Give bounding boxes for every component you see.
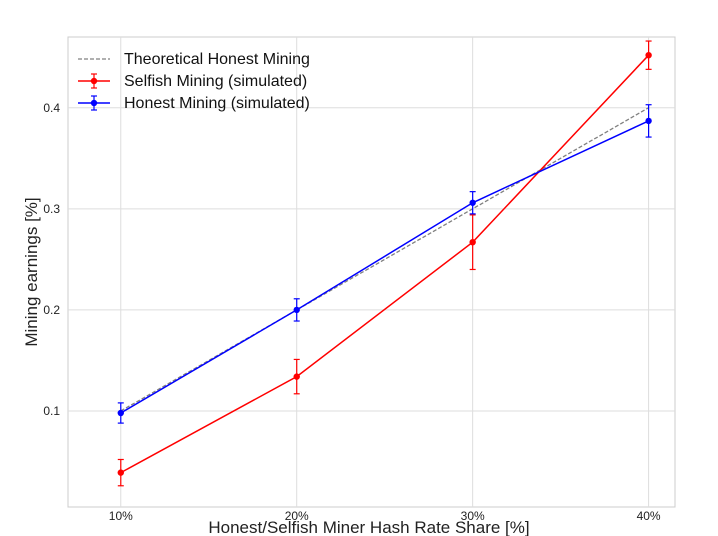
series-2	[117, 104, 652, 424]
y-tick-label: 0.4	[43, 101, 60, 115]
legend-marker	[90, 77, 98, 85]
legend-label: Selfish Mining (simulated)	[124, 73, 307, 90]
y-tick-label: 0.2	[43, 303, 60, 317]
legend-entry: Honest Mining (simulated)	[78, 95, 310, 112]
legend-marker	[90, 99, 98, 107]
x-tick-label: 10%	[109, 509, 133, 523]
data-point	[117, 469, 124, 476]
legend-label: Honest Mining (simulated)	[124, 95, 310, 112]
legend-label: Theoretical Honest Mining	[124, 51, 310, 68]
plot-area	[67, 36, 676, 508]
data-point	[293, 306, 300, 314]
series-group	[117, 40, 652, 487]
gridlines	[68, 37, 675, 507]
data-point	[117, 409, 124, 417]
data-point	[645, 117, 652, 125]
x-tick-label: 20%	[285, 509, 309, 523]
data-point	[469, 238, 476, 246]
legend-entry: Theoretical Honest Mining	[78, 51, 310, 68]
series-0	[120, 107, 649, 412]
x-tick-label: 40%	[637, 509, 661, 523]
x-tick-label: 30%	[461, 509, 485, 523]
data-point	[293, 373, 300, 380]
x-axis-label: Honest/Selfish Miner Hash Rate Share [%]	[208, 518, 529, 536]
series-1	[117, 40, 652, 487]
data-point	[469, 199, 476, 206]
x-tick-labels: 10% 20% 30% 40%	[109, 509, 661, 523]
y-tick-label: 0.3	[43, 202, 60, 216]
legend-entry: Selfish Mining (simulated)	[78, 73, 307, 90]
y-tick-label: 0.1	[43, 404, 60, 418]
data-point	[645, 51, 652, 59]
y-axis-label: Mining earnings [%]	[22, 197, 41, 346]
series-line	[120, 120, 649, 414]
legend: Theoretical Honest Mining Selfish Mining …	[78, 51, 310, 112]
series-line	[120, 54, 650, 474]
y-tick-labels: 0.1 0.2 0.3 0.4	[43, 101, 60, 418]
series-line	[120, 107, 649, 412]
